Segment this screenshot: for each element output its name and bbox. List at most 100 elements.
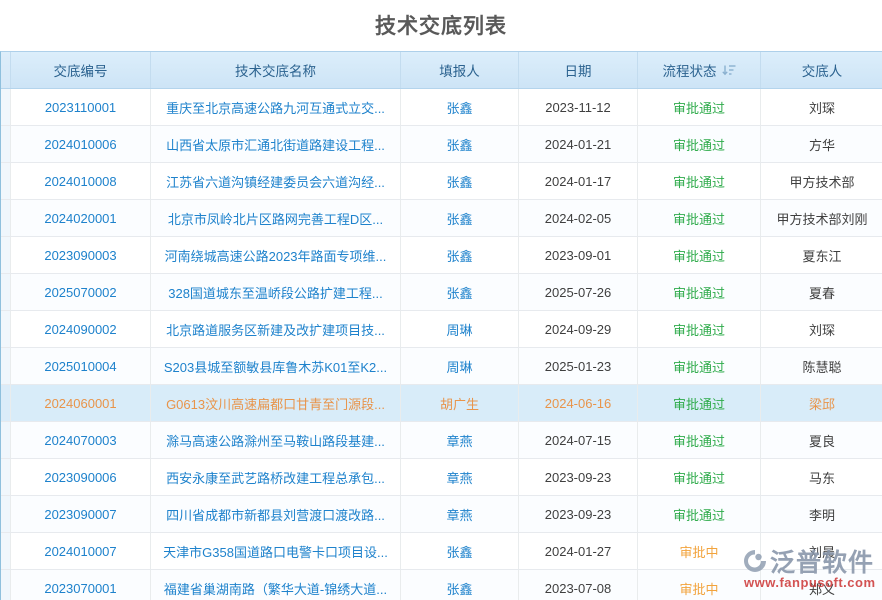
cell-disclosure-name[interactable]: 河南绕城高速公路2023年路面专项维...	[151, 237, 401, 273]
row-gutter	[1, 533, 11, 569]
cell-reporter[interactable]: 胡广生	[401, 385, 519, 421]
cell-date: 2024-07-15	[519, 422, 638, 458]
column-header-id[interactable]: 交底编号	[11, 52, 151, 88]
table-row[interactable]: 2024060001 G0613汶川高速扁都口甘青至门源段... 胡广生 202…	[1, 385, 882, 422]
row-gutter	[1, 89, 11, 125]
cell-disclosure-name[interactable]: G0613汶川高速扁都口甘青至门源段...	[151, 385, 401, 421]
row-gutter	[1, 237, 11, 273]
cell-disclosure-id[interactable]: 2024020001	[11, 200, 151, 236]
cell-date: 2024-02-05	[519, 200, 638, 236]
cell-disclosure-name[interactable]: 天津市G358国道路口电警卡口项目设...	[151, 533, 401, 569]
cell-reporter[interactable]: 张鑫	[401, 237, 519, 273]
cell-discloser: 马东	[808, 470, 835, 486]
cell-date: 2023-11-12	[519, 89, 638, 125]
column-header-reporter[interactable]: 填报人	[401, 52, 519, 88]
column-header-date[interactable]: 日期	[519, 52, 638, 88]
table-row[interactable]: 2023070001 福建省巢湖南路（繁华大道-锦绣大道... 张鑫 2023-…	[1, 570, 882, 600]
cell-disclosure-name[interactable]: 四川省成都市新都县刘营渡口渡改路...	[151, 496, 401, 532]
cell-reporter[interactable]: 张鑫	[401, 274, 519, 310]
cell-disclosure-name[interactable]: 江苏省六道沟镇经建委员会六道沟经...	[151, 163, 401, 199]
cell-reporter[interactable]: 章燕	[401, 459, 519, 495]
cell-disclosure-id[interactable]: 2025010004	[11, 348, 151, 384]
cell-reporter[interactable]: 张鑫	[401, 533, 519, 569]
column-header-discloser[interactable]: 交底人	[761, 52, 882, 88]
cell-reporter[interactable]: 周琳	[401, 348, 519, 384]
cell-disclosure-name[interactable]: 北京市凤岭北片区路网完善工程D区...	[151, 200, 401, 236]
table-row[interactable]: 2024070003 滁马高速公路滁州至马鞍山路段基建... 章燕 2024-0…	[1, 422, 882, 459]
row-gutter	[1, 385, 11, 421]
cell-date: 2024-01-21	[519, 126, 638, 162]
cell-reporter[interactable]: 张鑫	[401, 570, 519, 600]
cell-disclosure-name[interactable]: 福建省巢湖南路（繁华大道-锦绣大道...	[151, 570, 401, 600]
cell-reporter[interactable]: 张鑫	[401, 89, 519, 125]
cell-date: 2024-06-16	[519, 385, 638, 421]
cell-disclosure-id[interactable]: 2024010007	[11, 533, 151, 569]
cell-disclosure-id[interactable]: 2023110001	[11, 89, 151, 125]
row-gutter	[1, 422, 11, 458]
cell-reporter[interactable]: 张鑫	[401, 163, 519, 199]
column-header-name[interactable]: 技术交底名称	[151, 52, 401, 88]
cell-reporter[interactable]: 章燕	[401, 496, 519, 532]
cell-status: 审批通过	[638, 200, 761, 236]
cell-reporter[interactable]: 章燕	[401, 422, 519, 458]
column-header-reporter-label: 填报人	[439, 64, 480, 79]
row-gutter	[1, 459, 11, 495]
cell-disclosure-id[interactable]: 2023090007	[11, 496, 151, 532]
cell-disclosure-id[interactable]: 2024060001	[11, 385, 151, 421]
cell-disclosure-id[interactable]: 2024070003	[11, 422, 151, 458]
cell-discloser: 甲方技术部	[789, 174, 855, 190]
cell-disclosure-name[interactable]: 重庆至北京高速公路九河互通式立交...	[151, 89, 401, 125]
row-gutter	[1, 311, 11, 347]
column-header-discloser-label: 交底人	[801, 64, 843, 79]
table-row[interactable]: 2023110001 重庆至北京高速公路九河互通式立交... 张鑫 2023-1…	[1, 89, 882, 126]
disclosure-table: 交底编号 技术交底名称 填报人 日期 流程状态	[0, 51, 882, 600]
cell-date: 2023-09-23	[519, 496, 638, 532]
cell-status: 审批通过	[638, 163, 761, 199]
cell-disclosure-id[interactable]: 2023090003	[11, 237, 151, 273]
table-row[interactable]: 2024010007 天津市G358国道路口电警卡口项目设... 张鑫 2024…	[1, 533, 882, 570]
cell-date: 2023-09-01	[519, 237, 638, 273]
row-gutter	[1, 274, 11, 310]
cell-disclosure-id[interactable]: 2024010008	[11, 163, 151, 199]
sort-icon[interactable]	[721, 64, 736, 76]
cell-disclosure-id[interactable]: 2023090006	[11, 459, 151, 495]
table-row[interactable]: 2025070002 328国道城东至温峤段公路扩建工程... 张鑫 2025-…	[1, 274, 882, 311]
cell-disclosure-name[interactable]: S203县城至额敏县库鲁木苏K01至K2...	[151, 348, 401, 384]
table-row[interactable]: 2024010008 江苏省六道沟镇经建委员会六道沟经... 张鑫 2024-0…	[1, 163, 882, 200]
table-row[interactable]: 2024020001 北京市凤岭北片区路网完善工程D区... 张鑫 2024-0…	[1, 200, 882, 237]
cell-discloser: 方华	[808, 137, 835, 153]
row-gutter	[1, 200, 11, 236]
table-row[interactable]: 2025010004 S203县城至额敏县库鲁木苏K01至K2... 周琳 20…	[1, 348, 882, 385]
cell-discloser: 陈慧聪	[802, 359, 842, 375]
column-header-status[interactable]: 流程状态	[638, 52, 761, 88]
table-row[interactable]: 2023090007 四川省成都市新都县刘营渡口渡改路... 章燕 2023-0…	[1, 496, 882, 533]
column-header-date-label: 日期	[564, 64, 592, 79]
table-row[interactable]: 2024010006 山西省太原市汇通北街道路建设工程... 张鑫 2024-0…	[1, 126, 882, 163]
column-header-id-label: 交底编号	[53, 64, 108, 79]
cell-disclosure-name[interactable]: 北京路道服务区新建及改扩建项目技...	[151, 311, 401, 347]
row-gutter	[1, 496, 11, 532]
cell-reporter[interactable]: 周琳	[401, 311, 519, 347]
column-header-name-label: 技术交底名称	[235, 64, 316, 79]
table-row[interactable]: 2023090003 河南绕城高速公路2023年路面专项维... 张鑫 2023…	[1, 237, 882, 274]
cell-disclosure-name[interactable]: 西安永康至武艺路桥改建工程总承包...	[151, 459, 401, 495]
cell-disclosure-id[interactable]: 2023070001	[11, 570, 151, 600]
cell-status: 审批通过	[638, 422, 761, 458]
cell-discloser: 梁邱	[808, 396, 835, 412]
cell-date: 2023-07-08	[519, 570, 638, 600]
cell-disclosure-name[interactable]: 328国道城东至温峤段公路扩建工程...	[151, 274, 401, 310]
row-gutter	[1, 570, 11, 600]
table-header-row: 交底编号 技术交底名称 填报人 日期 流程状态	[1, 52, 882, 89]
cell-disclosure-id[interactable]: 2024010006	[11, 126, 151, 162]
cell-disclosure-name[interactable]: 山西省太原市汇通北街道路建设工程...	[151, 126, 401, 162]
cell-disclosure-id[interactable]: 2025070002	[11, 274, 151, 310]
cell-discloser: 夏良	[808, 433, 835, 449]
table-row[interactable]: 2024090002 北京路道服务区新建及改扩建项目技... 周琳 2024-0…	[1, 311, 882, 348]
cell-disclosure-id[interactable]: 2024090002	[11, 311, 151, 347]
cell-reporter[interactable]: 张鑫	[401, 126, 519, 162]
cell-date: 2025-01-23	[519, 348, 638, 384]
cell-reporter[interactable]: 张鑫	[401, 200, 519, 236]
cell-discloser: 刘晨	[808, 544, 835, 560]
cell-disclosure-name[interactable]: 滁马高速公路滁州至马鞍山路段基建...	[151, 422, 401, 458]
table-row[interactable]: 2023090006 西安永康至武艺路桥改建工程总承包... 章燕 2023-0…	[1, 459, 882, 496]
